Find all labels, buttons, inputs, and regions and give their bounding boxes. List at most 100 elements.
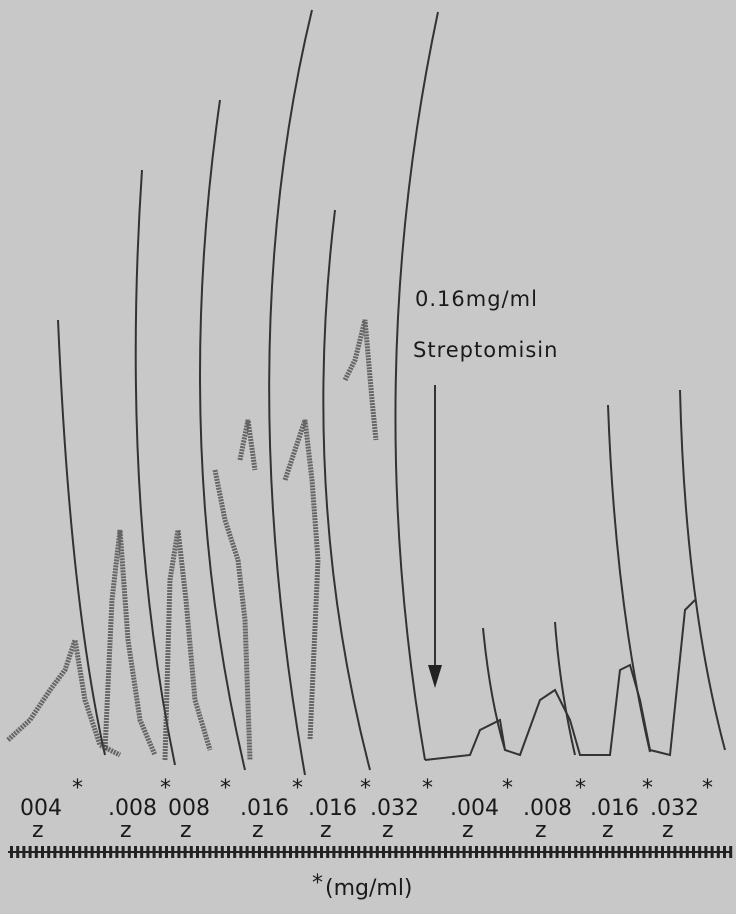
traces xyxy=(6,9,726,776)
ruler-tick xyxy=(375,846,379,858)
ruler-tick xyxy=(357,846,361,858)
ruler-tick xyxy=(456,846,460,858)
ruler-tick xyxy=(208,846,212,858)
ruler-tick xyxy=(115,846,119,858)
ruler-tick xyxy=(729,846,733,858)
ruler-tick xyxy=(196,846,199,858)
ruler-tick xyxy=(16,846,20,858)
ruler-tick xyxy=(41,846,44,858)
ruler-tick xyxy=(96,846,100,858)
ruler-tick xyxy=(165,846,168,858)
dose-label: .016 xyxy=(308,796,357,821)
trace xyxy=(282,419,321,741)
dose-mark: * xyxy=(360,776,371,801)
dose-sub: z xyxy=(662,818,674,843)
ruler-tick xyxy=(121,846,125,858)
ruler-tick xyxy=(258,846,261,858)
ruler-tick xyxy=(152,846,156,858)
ruler-tick xyxy=(276,846,280,858)
ruler-tick xyxy=(72,846,75,858)
ruler-tick xyxy=(623,846,627,858)
ruler-tick xyxy=(251,846,255,858)
ruler-tick xyxy=(363,846,367,858)
ruler-tick xyxy=(506,846,509,858)
dose-sub: z xyxy=(120,818,132,843)
ruler-tick xyxy=(580,846,584,858)
ruler-tick xyxy=(617,846,621,858)
ruler-tick xyxy=(134,846,137,858)
ruler-tick xyxy=(673,846,677,858)
ruler-tick xyxy=(295,846,299,858)
ruler-tick xyxy=(611,846,615,858)
dose-sub: z xyxy=(462,818,474,843)
ruler-tick xyxy=(630,846,633,858)
dose-label: .016 xyxy=(590,796,639,821)
ruler-tick xyxy=(307,846,311,858)
ruler-tick xyxy=(487,846,491,858)
trace xyxy=(322,209,371,771)
ruler-tick xyxy=(499,846,503,858)
footnote-mark: * xyxy=(312,871,323,896)
ruler-tick xyxy=(127,846,131,858)
ruler-tick xyxy=(202,846,206,858)
ruler-tick xyxy=(642,846,646,858)
ruler-tick xyxy=(227,846,230,858)
ruler-tick xyxy=(177,846,181,858)
ruler-tick xyxy=(351,846,354,858)
ruler-tick xyxy=(574,846,578,858)
ruler-tick xyxy=(450,846,454,858)
ruler-tick xyxy=(543,846,547,858)
ruler-tick xyxy=(47,846,51,858)
dose-label: .032 xyxy=(650,796,699,821)
dose-mark: * xyxy=(642,776,653,801)
dose-label: 004 xyxy=(20,796,62,821)
ruler-tick xyxy=(524,846,528,858)
ruler-tick xyxy=(481,846,485,858)
dose-mark: * xyxy=(422,776,433,801)
trace xyxy=(394,11,439,761)
ruler-tick xyxy=(431,846,435,858)
ruler-tick xyxy=(140,846,144,858)
ruler-tick xyxy=(289,846,292,858)
ruler-tick xyxy=(692,846,695,858)
ruler-tick xyxy=(245,846,249,858)
trace xyxy=(102,529,158,756)
ruler-tick xyxy=(723,846,726,858)
ruler-tick xyxy=(28,846,32,858)
ruler-tick xyxy=(648,846,652,858)
trace xyxy=(134,169,176,766)
ruler-tick xyxy=(78,846,82,858)
ruler-tick xyxy=(344,846,348,858)
ruler-tick xyxy=(661,846,664,858)
trace xyxy=(268,9,313,776)
dose-sub: z xyxy=(320,818,332,843)
trace xyxy=(679,389,726,751)
ruler-tick xyxy=(103,846,106,858)
annotation-drug: Streptomisin xyxy=(413,338,558,362)
trace xyxy=(237,419,258,471)
ruler-tick xyxy=(189,846,193,858)
dose-label: .016 xyxy=(240,796,289,821)
ruler-tick xyxy=(326,846,330,858)
trace xyxy=(199,99,246,771)
dose-mark: * xyxy=(702,776,713,801)
ruler-tick xyxy=(419,846,423,858)
dose-label: .008 xyxy=(108,796,157,821)
arrow-head xyxy=(428,665,442,688)
ruler-tick xyxy=(698,846,702,858)
dose-mark: * xyxy=(160,776,171,801)
dose-sub: z xyxy=(252,818,264,843)
dose-sub: z xyxy=(382,818,394,843)
ruler-tick xyxy=(704,846,708,858)
ruler-tick xyxy=(109,846,113,858)
ruler-tick xyxy=(406,846,410,858)
trace xyxy=(57,319,106,756)
dose-sub: z xyxy=(32,818,44,843)
ruler-tick xyxy=(394,846,398,858)
ruler-tick xyxy=(34,846,38,858)
dose-sub: z xyxy=(180,818,192,843)
ruler-tick xyxy=(239,846,243,858)
ruler-tick xyxy=(65,846,69,858)
ruler-tick xyxy=(592,846,596,858)
